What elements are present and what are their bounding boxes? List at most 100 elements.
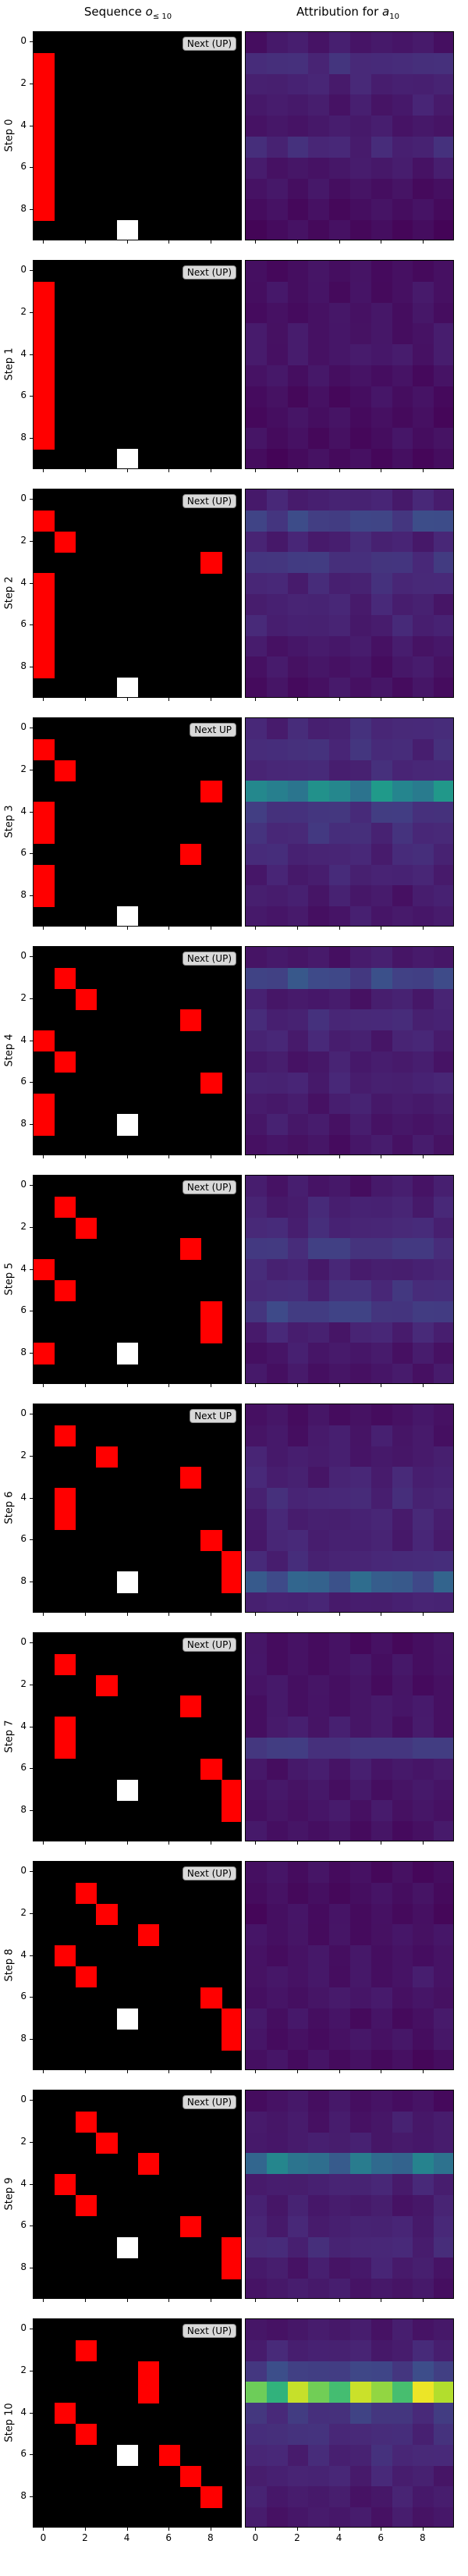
attribution-cell — [413, 1717, 434, 1738]
red-cell — [34, 1114, 55, 1136]
y-tick — [30, 354, 33, 355]
x-tick — [85, 1841, 86, 1845]
attribution-cell — [370, 906, 393, 926]
attribution-cell — [287, 967, 309, 990]
red-cell — [179, 843, 201, 866]
attribution-cell — [434, 2486, 453, 2508]
x-tick — [85, 2528, 86, 2531]
attribution-cell — [287, 344, 309, 366]
x-tick-label: 2 — [294, 2532, 300, 2543]
attribution-cell — [392, 2507, 413, 2527]
attribution-cell — [350, 1674, 372, 1696]
attribution-cell — [413, 760, 434, 781]
x-tick — [297, 2528, 298, 2531]
attribution-cell — [266, 1364, 289, 1383]
attribution-cell — [370, 864, 393, 886]
attribution-cell — [308, 1300, 330, 1323]
attribution-cell — [370, 1592, 393, 1612]
attribution-cell — [434, 1633, 453, 1655]
attribution-cell — [350, 178, 372, 200]
attribution-cell — [434, 635, 453, 657]
attribution-cell — [350, 157, 372, 180]
x-tick — [297, 1613, 298, 1616]
attribution-cell — [413, 510, 434, 532]
attribution-cell — [308, 1030, 330, 1052]
attribution-cell — [308, 2008, 330, 2030]
attribution-cell — [246, 1882, 268, 1905]
attribution-cell — [392, 1404, 413, 1426]
attribution-cell — [370, 2215, 393, 2238]
y-tick — [30, 895, 33, 896]
attribution-cell — [370, 738, 393, 761]
attribution-cell — [434, 94, 453, 116]
attribution-cell — [266, 1467, 289, 1489]
attribution-panel — [245, 717, 454, 927]
attribution-cell — [413, 802, 434, 824]
attribution-cell — [329, 1987, 351, 2009]
attribution-cell — [287, 261, 309, 283]
x-tick — [85, 698, 86, 701]
attribution-cell — [413, 1800, 434, 1822]
attribution-cell — [246, 947, 268, 969]
y-tick-label: 8 — [20, 660, 27, 671]
attribution-cell — [350, 967, 372, 990]
y-tick-label: 6 — [20, 1762, 27, 1774]
attribution-cell — [434, 1653, 453, 1676]
attribution-cell — [287, 137, 309, 158]
attribution-cell — [287, 407, 309, 429]
attribution-cell — [413, 823, 434, 845]
attribution-cell — [308, 2215, 330, 2238]
attribution-cell — [392, 2090, 413, 2112]
x-tick-label: 8 — [419, 2532, 426, 2543]
attribution-cell — [434, 489, 453, 511]
attribution-cell — [413, 1425, 434, 1447]
attribution-cell — [350, 281, 372, 304]
attribution-cell — [329, 2486, 351, 2508]
attribution-cell — [434, 2258, 453, 2279]
y-tick-label: 4 — [20, 1491, 27, 1503]
attribution-cell — [392, 2132, 413, 2154]
red-cell — [222, 1800, 241, 1822]
attribution-cell — [413, 281, 434, 304]
attribution-cell — [308, 489, 330, 511]
attribution-cell — [308, 678, 330, 697]
attribution-cell — [370, 656, 393, 678]
attribution-cell — [350, 407, 372, 429]
attribution-cell — [266, 1009, 289, 1031]
attribution-cell — [287, 2174, 309, 2196]
attribution-cell — [434, 302, 453, 324]
y-tick — [30, 1123, 33, 1125]
sequence-panel: Next (UP) — [33, 946, 242, 1155]
attribution-cell — [266, 510, 289, 532]
attribution-cell — [413, 220, 434, 240]
attribution-cell — [287, 656, 309, 678]
y-tick-label: 6 — [20, 161, 27, 173]
attribution-cell — [413, 344, 434, 366]
attribution-cell — [308, 281, 330, 304]
attribution-cell — [413, 1446, 434, 1468]
y-tick — [30, 2038, 33, 2040]
attribution-cell — [287, 1717, 309, 1738]
attribution-cell — [434, 1738, 453, 1759]
attribution-cell — [287, 1633, 309, 1655]
attribution-cell — [350, 1238, 372, 1260]
attribution-cell — [287, 1364, 309, 1383]
attribution-cell — [434, 988, 453, 1010]
attribution-cell — [350, 843, 372, 866]
attribution-cell — [434, 73, 453, 95]
attribution-cell — [266, 1821, 289, 1841]
white-cell — [117, 1779, 139, 1801]
attribution-cell — [287, 32, 309, 54]
attribution-cell — [287, 1425, 309, 1447]
attribution-cell — [434, 1488, 453, 1510]
attribution-cell — [266, 449, 289, 468]
x-tick — [126, 698, 128, 701]
red-cell — [34, 802, 55, 824]
attribution-cell — [246, 2029, 268, 2051]
sequence-panel: Next (UP) — [33, 2318, 242, 2528]
attribution-cell — [266, 1738, 289, 1759]
red-cell — [34, 594, 55, 616]
attribution-cell — [392, 2279, 413, 2298]
x-tick — [43, 1841, 44, 1845]
attribution-cell — [392, 2215, 413, 2238]
